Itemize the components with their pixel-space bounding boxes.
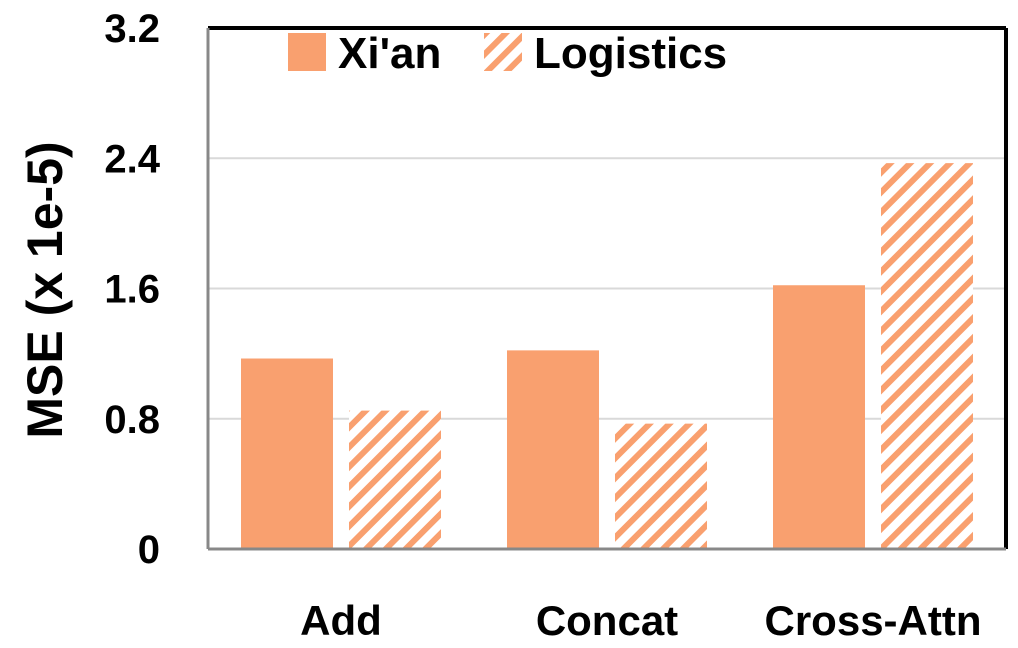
y-tick-label: 3.2: [104, 7, 160, 51]
x-axis-categories: Add Concat Cross-Attn: [300, 597, 981, 644]
legend-label-logistics: Logistics: [534, 29, 727, 78]
x-category-label: Add: [300, 597, 382, 644]
y-tick-label: 1.6: [104, 268, 160, 312]
bar-xian-add: [241, 358, 333, 549]
y-tick-label: 2.4: [104, 137, 160, 181]
bar-logistics-add: [349, 410, 441, 549]
x-category-label: Concat: [536, 597, 678, 644]
bars: [241, 163, 973, 549]
y-axis-ticks: 0 0.8 1.6 2.4 3.2: [104, 7, 160, 572]
y-tick-label: 0.8: [104, 398, 160, 442]
legend-swatch-xian: [288, 33, 326, 71]
y-tick-label: 0: [138, 528, 160, 572]
legend-swatch-logistics: [484, 33, 522, 71]
gridlines: [208, 157, 1006, 420]
legend-label-xian: Xi'an: [338, 29, 441, 78]
legend: Xi'an Logistics: [288, 29, 727, 78]
y-axis-title: MSE (x 1e-5): [17, 141, 73, 438]
bar-logistics-cross-attn: [881, 163, 973, 549]
bar-logistics-concat: [615, 423, 707, 549]
x-category-label: Cross-Attn: [765, 597, 982, 644]
plot-frame: [206, 26, 1008, 551]
bar-xian-cross-attn: [773, 285, 865, 549]
bar-xian-concat: [507, 350, 599, 549]
